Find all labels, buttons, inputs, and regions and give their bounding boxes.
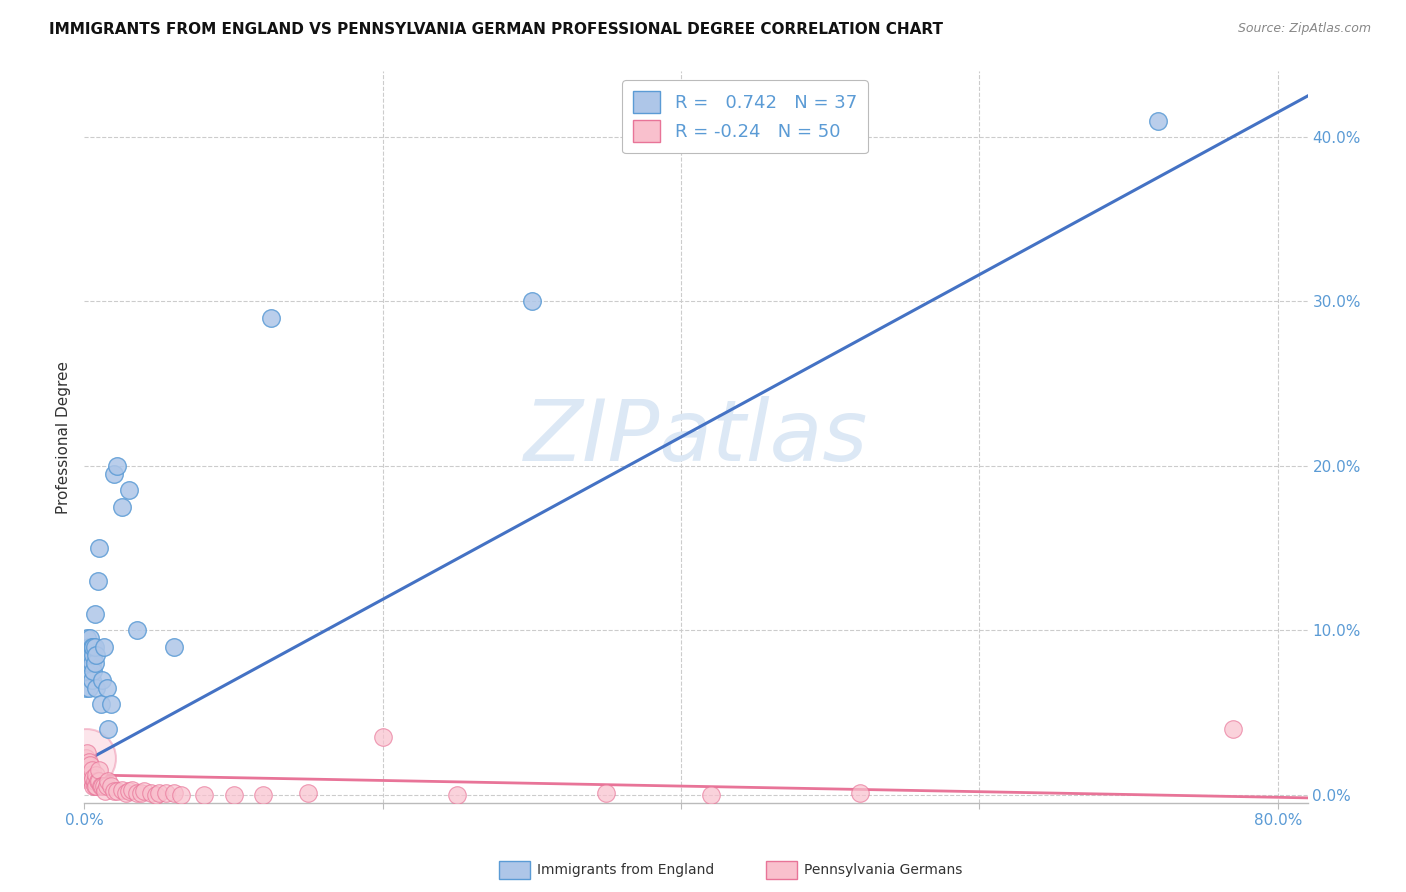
Point: [595, 786, 617, 800]
Point: [100, 697, 122, 711]
Point: [849, 786, 872, 800]
Point: [115, 786, 138, 800]
Point: [84, 648, 107, 662]
Point: [90, 780, 112, 794]
Point: [94, 784, 117, 798]
Point: [121, 782, 143, 797]
Point: [132, 784, 155, 798]
Point: [76, 747, 98, 761]
Point: [260, 310, 283, 325]
Point: [89, 763, 111, 777]
Point: [141, 786, 163, 800]
Point: [103, 784, 125, 798]
Point: [83, 640, 105, 654]
Point: [222, 788, 245, 802]
Point: [83, 656, 105, 670]
Point: [84, 681, 107, 695]
Point: [129, 786, 152, 800]
Point: [76, 632, 98, 646]
Text: Pennsylvania Germans: Pennsylvania Germans: [804, 863, 963, 877]
Point: [82, 780, 104, 794]
Point: [145, 788, 167, 802]
Point: [371, 730, 394, 744]
Point: [84, 780, 107, 794]
Point: [1222, 722, 1244, 736]
Point: [83, 774, 105, 789]
Point: [82, 648, 104, 662]
Point: [80, 673, 103, 687]
Point: [170, 788, 193, 802]
Point: [80, 763, 103, 777]
Point: [96, 681, 118, 695]
Text: Immigrants from England: Immigrants from England: [537, 863, 714, 877]
Legend: R =   0.742   N = 37, R = -0.24   N = 50: R = 0.742 N = 37, R = -0.24 N = 50: [623, 80, 868, 153]
Text: ZIPatlas: ZIPatlas: [524, 395, 868, 479]
Point: [75, 681, 97, 695]
Point: [125, 786, 148, 800]
Point: [83, 780, 105, 794]
Point: [77, 681, 100, 695]
Point: [193, 788, 215, 802]
Point: [297, 786, 319, 800]
Point: [105, 458, 128, 473]
Point: [118, 784, 141, 798]
Point: [1147, 113, 1170, 128]
Point: [87, 774, 110, 789]
Point: [520, 294, 543, 309]
Text: Source: ZipAtlas.com: Source: ZipAtlas.com: [1237, 22, 1371, 36]
Point: [79, 648, 101, 662]
Point: [80, 640, 103, 654]
Point: [155, 786, 177, 800]
Point: [105, 784, 128, 798]
Point: [163, 640, 186, 654]
Point: [82, 640, 104, 654]
Point: [80, 774, 103, 789]
Point: [89, 774, 111, 789]
Point: [84, 768, 107, 782]
Text: IMMIGRANTS FROM ENGLAND VS PENNSYLVANIA GERMAN PROFESSIONAL DEGREE CORRELATION C: IMMIGRANTS FROM ENGLAND VS PENNSYLVANIA …: [49, 22, 943, 37]
Point: [103, 467, 125, 481]
Point: [75, 665, 97, 679]
Point: [91, 673, 114, 687]
Y-axis label: Professional Degree: Professional Degree: [56, 360, 72, 514]
Point: [83, 607, 105, 621]
Point: [100, 780, 122, 794]
Point: [93, 640, 115, 654]
Point: [446, 788, 468, 802]
Point: [79, 632, 101, 646]
Point: [97, 722, 120, 736]
Point: [118, 483, 141, 498]
Point: [96, 780, 118, 794]
Point: [163, 786, 186, 800]
Point: [90, 697, 112, 711]
Point: [79, 768, 101, 782]
Point: [148, 786, 170, 800]
Point: [77, 771, 100, 785]
Point: [700, 788, 723, 802]
Point: [125, 624, 148, 638]
Point: [77, 640, 100, 654]
Point: [79, 758, 101, 772]
Point: [97, 774, 120, 789]
Point: [252, 788, 274, 802]
Point: [77, 656, 100, 670]
Point: [111, 500, 134, 514]
Point: [80, 656, 103, 670]
Point: [75, 751, 97, 765]
Point: [75, 751, 97, 765]
Point: [77, 755, 100, 769]
Point: [82, 665, 104, 679]
Point: [76, 758, 98, 772]
Point: [111, 782, 134, 797]
Point: [91, 780, 114, 794]
Point: [93, 780, 115, 794]
Point: [87, 574, 110, 588]
Point: [82, 771, 104, 785]
Point: [76, 648, 98, 662]
Point: [89, 541, 111, 555]
